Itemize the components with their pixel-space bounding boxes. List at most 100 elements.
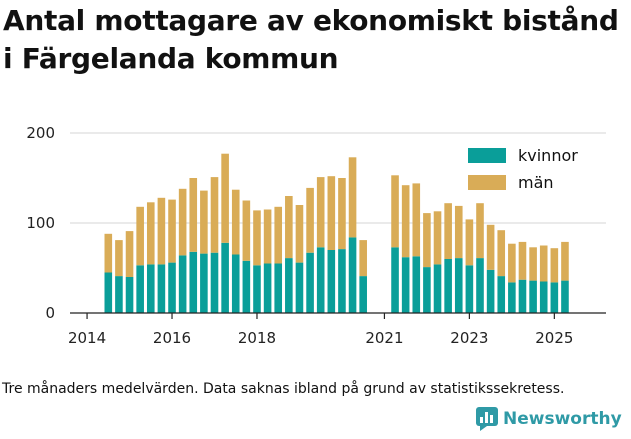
bar-kvinnor bbox=[242, 260, 251, 313]
bar-kvinnor bbox=[508, 282, 516, 313]
bar-man bbox=[359, 240, 367, 277]
legend-swatch bbox=[468, 148, 506, 163]
legend: kvinnor män bbox=[468, 146, 578, 192]
footnote: Tre månaders medelvärden. Data saknas ib… bbox=[2, 381, 565, 397]
bar-man bbox=[200, 190, 208, 254]
y-axis-labels: 0 100 200 bbox=[26, 124, 55, 322]
bar-kvinnor bbox=[497, 276, 506, 313]
chart-title: Antal mottagare av ekonomiskt bistånd i … bbox=[3, 4, 619, 75]
bar-kvinnor bbox=[316, 247, 325, 313]
x-axis-ticks: 2014 2016 2018 2021 2023 2025 bbox=[68, 313, 573, 347]
bar-man bbox=[274, 206, 283, 264]
bar-man bbox=[465, 219, 474, 266]
bar-man bbox=[401, 185, 410, 258]
bar-man bbox=[136, 206, 144, 266]
bar-kvinnor bbox=[486, 269, 495, 313]
bar-kvinnor bbox=[338, 249, 346, 313]
bar-kvinnor bbox=[348, 237, 357, 313]
x-tick-label: 2021 bbox=[365, 329, 403, 347]
bar-kvinnor bbox=[391, 247, 399, 313]
bar-kvinnor bbox=[529, 280, 537, 313]
x-tick-label: 2023 bbox=[450, 329, 488, 347]
bar-kvinnor bbox=[104, 272, 113, 313]
bar-man bbox=[529, 247, 537, 281]
brand-logo: Newsworthy bbox=[476, 407, 622, 431]
bar-man bbox=[486, 224, 495, 270]
bar-kvinnor bbox=[327, 250, 336, 313]
bar-man bbox=[189, 178, 198, 252]
bar-man bbox=[242, 200, 251, 261]
bar-kvinnor bbox=[263, 263, 272, 313]
bar-man bbox=[263, 209, 272, 264]
bar-man bbox=[423, 213, 431, 268]
y-tick-label: 0 bbox=[45, 304, 55, 322]
bar-man bbox=[178, 188, 187, 256]
bar-kvinnor bbox=[423, 267, 431, 313]
bar-man bbox=[104, 233, 113, 273]
bar-kvinnor bbox=[476, 258, 484, 313]
x-tick-label: 2014 bbox=[68, 329, 106, 347]
bar-kvinnor bbox=[253, 265, 261, 313]
bar-kvinnor bbox=[433, 264, 442, 313]
x-tick-label: 2025 bbox=[535, 329, 573, 347]
bar-kvinnor bbox=[157, 264, 166, 313]
x-tick-label: 2016 bbox=[153, 329, 191, 347]
bar-kvinnor bbox=[231, 254, 240, 313]
bar-kvinnor bbox=[189, 251, 198, 313]
bar-kvinnor bbox=[359, 276, 367, 313]
bar-kvinnor bbox=[221, 242, 229, 313]
bar-kvinnor bbox=[168, 262, 176, 313]
legend-label: kvinnor bbox=[518, 146, 578, 165]
bar-man bbox=[295, 205, 304, 263]
brand-name: Newsworthy bbox=[503, 409, 622, 429]
bar-man bbox=[497, 230, 506, 277]
legend-swatch bbox=[468, 175, 506, 190]
y-tick-label: 200 bbox=[26, 124, 55, 142]
bar-chart-logo-icon bbox=[476, 407, 498, 431]
bar-man bbox=[338, 178, 346, 250]
bar-kvinnor bbox=[274, 263, 283, 313]
bar-man bbox=[391, 175, 399, 248]
bar-man bbox=[253, 210, 261, 266]
bar-man bbox=[316, 177, 325, 248]
bar-kvinnor bbox=[285, 258, 293, 313]
bar-kvinnor bbox=[465, 265, 474, 313]
bar-kvinnor bbox=[401, 257, 410, 313]
y-tick-label: 100 bbox=[26, 214, 55, 232]
bar-man bbox=[561, 241, 569, 281]
bar-kvinnor bbox=[295, 262, 304, 313]
bar-man bbox=[476, 203, 484, 259]
bar-kvinnor bbox=[539, 281, 548, 313]
bar-man bbox=[115, 240, 123, 277]
bar-kvinnor bbox=[115, 276, 123, 313]
bar-kvinnor bbox=[200, 253, 208, 313]
bar-man bbox=[508, 243, 516, 283]
bar-man bbox=[306, 187, 314, 253]
bar-man bbox=[221, 153, 229, 243]
bar-man bbox=[348, 157, 357, 238]
bar-man bbox=[231, 189, 240, 255]
bar-kvinnor bbox=[178, 255, 187, 313]
bar-kvinnor bbox=[136, 265, 144, 313]
x-tick-label: 2018 bbox=[238, 329, 276, 347]
chart-svg: 0 100 200 2014 2016 2018 2021 2023 2025 kvinnor… bbox=[26, 124, 606, 347]
bar-kvinnor bbox=[412, 256, 421, 313]
bar-man bbox=[433, 211, 442, 265]
bar-man bbox=[285, 196, 293, 259]
bar-kvinnor bbox=[444, 259, 452, 313]
bar-man bbox=[412, 183, 421, 257]
bar-man bbox=[518, 241, 527, 280]
bar-man bbox=[157, 197, 166, 265]
bar-kvinnor bbox=[454, 258, 463, 313]
bar-man bbox=[210, 177, 219, 253]
bars bbox=[104, 153, 569, 313]
bar-man bbox=[146, 202, 155, 265]
bar-kvinnor bbox=[210, 252, 219, 313]
bar-man bbox=[444, 203, 452, 259]
bar-man bbox=[168, 199, 176, 263]
bar-kvinnor bbox=[306, 252, 314, 313]
bar-kvinnor bbox=[146, 264, 155, 313]
bar-man bbox=[454, 205, 463, 259]
bar-man bbox=[327, 176, 336, 250]
bar-kvinnor bbox=[550, 282, 559, 313]
